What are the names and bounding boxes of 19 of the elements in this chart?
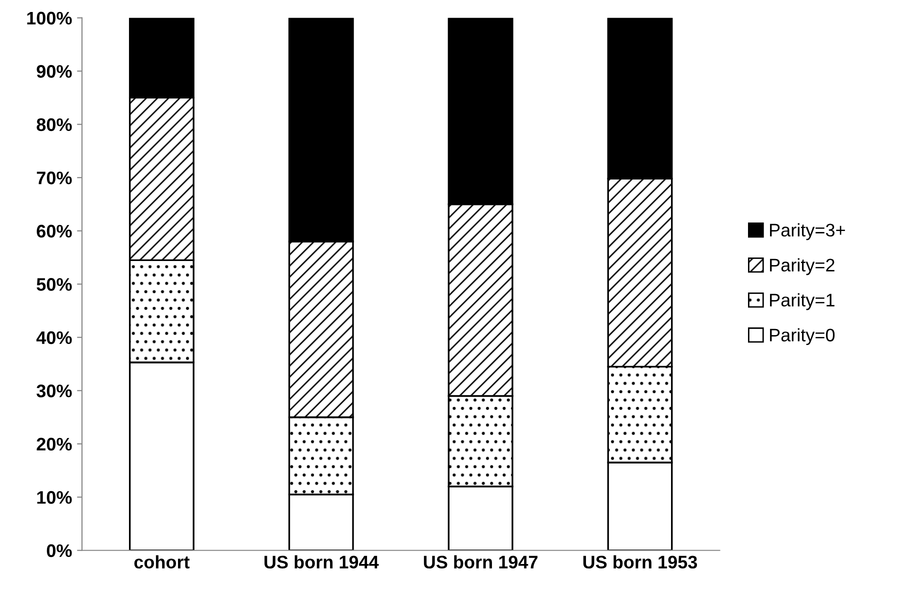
y-tick-label: 90% — [36, 65, 72, 78]
legend-label: Parity=0 — [770, 328, 835, 346]
y-tick-label: 40% — [36, 331, 72, 344]
y-tick-label: 20% — [36, 438, 72, 451]
y-tick-label: 100% — [27, 12, 72, 25]
x-tick-label: US born 1947 — [424, 555, 538, 568]
y-tick-label: 10% — [37, 491, 72, 504]
y-tick-label: 50% — [36, 278, 72, 291]
y-tick-label: 60% — [36, 224, 72, 238]
legend-label: Parity=3+ — [770, 223, 845, 240]
y-tick-label: 80% — [36, 118, 72, 132]
y-tick-label: 30% — [36, 384, 72, 398]
legend-label: Parity=1 — [770, 293, 834, 310]
y-tick-label: 0% — [46, 544, 72, 558]
legend-label: Parity=2 — [770, 258, 834, 276]
y-tick-label: 70% — [36, 172, 72, 184]
x-tick-label: cohort — [134, 555, 190, 568]
x-tick-label: US born 1944 — [264, 555, 379, 568]
x-tick-label: US born 1953 — [583, 555, 698, 569]
